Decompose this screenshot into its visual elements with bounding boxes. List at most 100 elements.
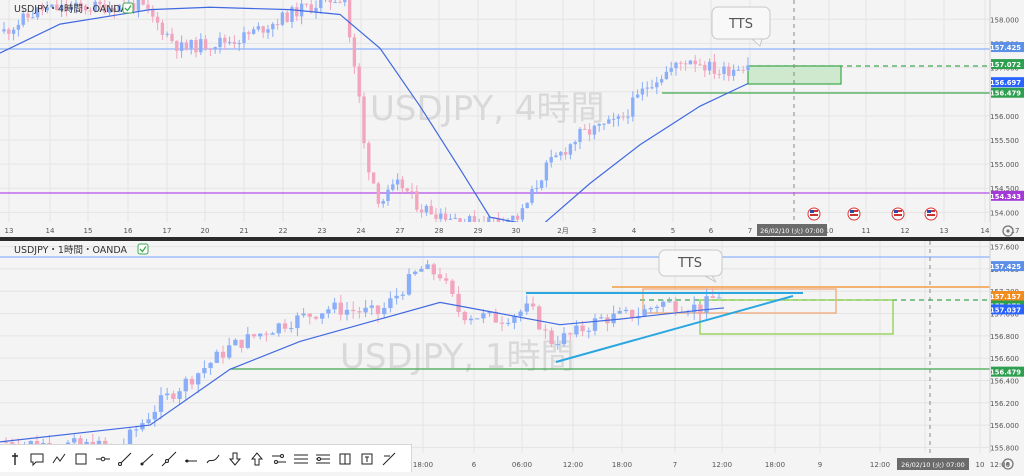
p4h-candle — [525, 202, 529, 209]
p4h-candle — [703, 61, 707, 78]
p4h-candle — [26, 10, 30, 23]
orange-zone-box[interactable] — [642, 288, 837, 314]
time-axis-4h[interactable]: 13 14 15 16 17 20 21 22 23 24 27 28 29 30 2月 3 4 5 6 7 10 11 1… — [5, 227, 1020, 235]
settings-gear-icon[interactable] — [1002, 225, 1014, 237]
p1h-candle — [338, 294, 343, 321]
visibility-check-icon-1h[interactable] — [137, 243, 149, 255]
pane-4h[interactable]: USDJPY, 4時間 TTS USDJPY・4時間・OANDA 158.000… — [0, 0, 1024, 241]
fib-retracement-icon[interactable] — [290, 448, 312, 470]
p4h-candle — [203, 34, 208, 52]
trendline-icon[interactable] — [114, 448, 136, 470]
callout-icon[interactable] — [26, 448, 48, 470]
hide-drawings-icon[interactable] — [378, 448, 400, 470]
p4h-candle — [131, 0, 136, 15]
p1h-candle — [146, 412, 151, 425]
p4h-candle — [674, 61, 678, 76]
measure-icon[interactable] — [334, 448, 356, 470]
symbol-header-4h[interactable]: USDJPY・4時間・OANDA — [14, 2, 134, 15]
p1h-candle — [499, 316, 505, 332]
long-position-icon[interactable] — [180, 448, 202, 470]
fib-extension-icon[interactable] — [312, 448, 334, 470]
p4h-candle — [179, 35, 184, 58]
p4h-candle — [319, 0, 323, 14]
p1h-candle — [654, 304, 660, 313]
symbol-header-1h[interactable]: USDJPY・1時間・OANDA — [14, 243, 149, 256]
extended-line-icon[interactable] — [158, 448, 180, 470]
p4h-candle — [35, 6, 40, 20]
event-flags-4h[interactable] — [807, 207, 938, 221]
p4h-candle — [242, 26, 246, 50]
visibility-check-icon[interactable] — [122, 2, 134, 14]
p1h-candle — [165, 387, 170, 401]
p1h-candle — [388, 291, 393, 313]
p1h-candle — [437, 267, 443, 282]
p4h-y-tick: 155.000 — [990, 161, 1019, 169]
support-trendline[interactable] — [555, 295, 794, 363]
arrow-down-icon[interactable] — [224, 448, 246, 470]
p4h-candle — [237, 39, 241, 52]
p4h-candle — [664, 66, 669, 80]
watermark-4h: USDJPY, 4時間 — [370, 89, 604, 129]
time-badge-4h: 26/02/10 (火) 07:00 — [757, 224, 827, 236]
p1h-candle — [152, 405, 157, 427]
rectangle-icon[interactable] — [70, 448, 92, 470]
p1h-candle — [468, 315, 474, 325]
p4h-candle — [376, 181, 381, 208]
p1h-candle — [351, 301, 356, 319]
pane-divider[interactable] — [0, 237, 1024, 241]
p4h-candle — [424, 204, 429, 216]
p4h-candle — [199, 33, 203, 56]
p4h-candle — [626, 109, 630, 124]
p4h-candle — [544, 160, 549, 188]
ray-icon[interactable] — [136, 448, 158, 470]
parallel-channel-icon[interactable] — [268, 448, 290, 470]
p4h-candle — [232, 35, 237, 49]
us-flag-event-icon[interactable] — [924, 207, 938, 221]
p1h-candle — [177, 387, 182, 405]
p4h-candle — [391, 179, 395, 192]
p4h-y-tick: 158.000 — [990, 16, 1019, 24]
p1h-candle — [592, 313, 598, 336]
p4h-candle — [746, 57, 750, 71]
cursor-icon[interactable] — [4, 448, 26, 470]
p1h-candle — [475, 318, 480, 320]
path-icon[interactable] — [48, 448, 70, 470]
p4h-candle — [338, 0, 342, 4]
us-flag-event-icon[interactable] — [891, 207, 905, 221]
settings-gear-icon-1h[interactable] — [1002, 458, 1014, 470]
p4h-candle — [251, 26, 256, 35]
p1h-candle — [586, 327, 591, 339]
p4h-candle — [357, 63, 361, 104]
p1h-price-marker: 157.425 — [990, 261, 1024, 272]
p4h-candle — [347, 0, 352, 43]
p1h-candle — [3, 437, 9, 444]
p4h-x-tick: 20 — [201, 227, 210, 235]
brush-icon[interactable] — [202, 448, 224, 470]
p4h-candle — [74, 0, 78, 14]
svg-text:157.425: 157.425 — [990, 44, 1021, 52]
p1h-candle — [406, 268, 412, 296]
p4h-x-tick: 10 — [825, 227, 834, 235]
arrow-up-icon[interactable] — [246, 448, 268, 470]
horizontal-line-icon[interactable] — [92, 448, 114, 470]
svg-text:26/02/10 (火) 07:00: 26/02/10 (火) 07:00 — [760, 227, 824, 235]
p1h-candle — [326, 306, 331, 319]
p4h-x-tick: 17 — [163, 227, 172, 235]
p4h-candle — [415, 185, 419, 213]
p1h-candle — [214, 349, 219, 364]
p4h-candle — [55, 0, 59, 11]
text-icon[interactable] — [356, 448, 378, 470]
us-flag-event-icon[interactable] — [807, 207, 821, 221]
p1h-candle — [667, 297, 672, 303]
p4h-candle — [107, 1, 112, 16]
pane-1h[interactable]: USDJPY, 1時間 TTS USDJPY・1時間・OANDA 157.60 — [0, 241, 1024, 472]
callout-text: TTS — [728, 17, 753, 32]
us-flag-event-icon[interactable] — [847, 207, 861, 221]
p1h-candle — [456, 286, 461, 317]
tts-callout-1h[interactable]: TTS — [658, 249, 723, 283]
tts-callout-4h[interactable]: TTS — [711, 6, 771, 47]
p4h-x-tick: 3 — [592, 227, 596, 235]
p4h-candle — [405, 187, 409, 193]
p4h-candle — [530, 185, 534, 206]
